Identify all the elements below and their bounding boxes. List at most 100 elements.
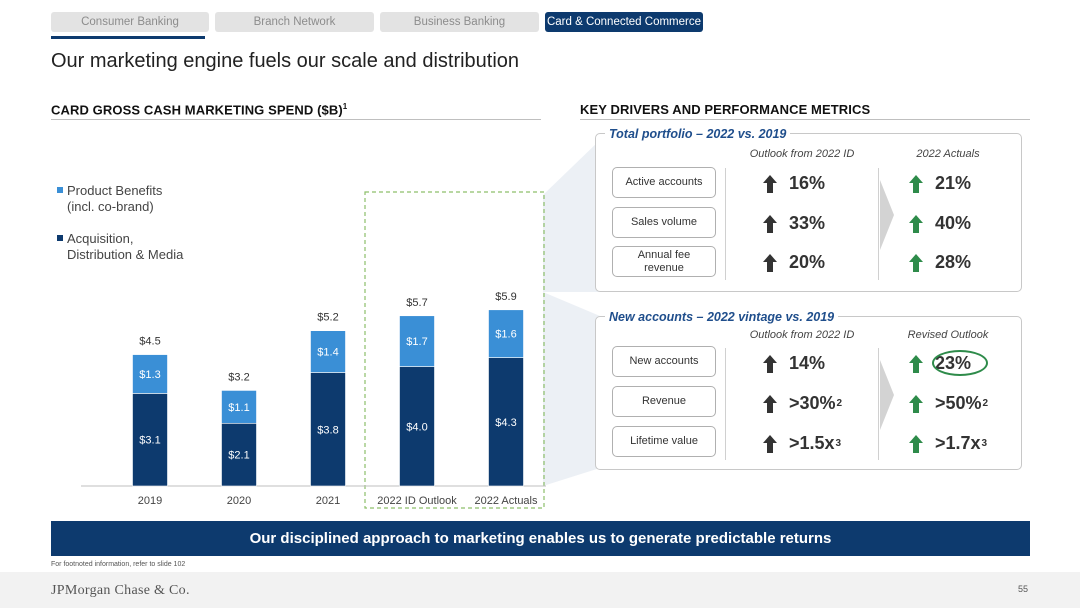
metric-lifetime-value: Lifetime value [612, 426, 716, 457]
data-label: $1.1 [228, 402, 249, 414]
callout-banner: Our disciplined approach to marketing en… [51, 521, 1030, 556]
total-portfolio-title: Total portfolio – 2022 vs. 2019 [605, 127, 791, 141]
x-tick-label: 2020 [227, 495, 251, 507]
actual-value-text: 28% [935, 252, 972, 272]
total-label: $5.7 [406, 297, 427, 309]
total-portfolio-col2-header: 2022 Actuals [916, 148, 980, 160]
actual-value: >1.7x 3 [909, 433, 987, 454]
page-title: Our marketing engine fuels our scale and… [51, 50, 520, 72]
divider [725, 348, 726, 460]
chevron-right-icon [880, 180, 894, 250]
bar-product-benefits-2 [310, 330, 346, 373]
section-tabs: Consumer Banking Branch Network Business… [51, 12, 703, 32]
data-label: $1.4 [317, 347, 338, 359]
actual-value: 40% [909, 213, 972, 234]
bar-product-benefits-3 [399, 315, 435, 367]
metric-sales-volume: Sales volume [612, 207, 716, 238]
arrow-up-icon [763, 394, 777, 413]
highlight-box [364, 191, 545, 509]
chevron-right-icon [880, 360, 894, 430]
arrow-up-icon [763, 253, 777, 272]
divider [878, 348, 879, 460]
chart-section-title-text: CARD GROSS CASH MARKETING SPEND ($B) [51, 102, 343, 118]
outlook-value-text: 14% [789, 353, 826, 373]
actual-value: >50% 2 [909, 393, 988, 414]
footer-bar [0, 572, 1080, 608]
bar-product-benefits-1 [221, 390, 257, 424]
chart-section-title: CARD GROSS CASH MARKETING SPEND ($B)1 [51, 102, 347, 117]
data-label: $1.3 [139, 369, 160, 381]
actual-value: 21% [909, 173, 972, 194]
arrow-up-icon [763, 354, 777, 373]
marketing-spend-chart: $3.1 $1.3 $4.5 2019 $2.1 $1.1 $3.2 2020 $3.8 $1.4… [81, 191, 546, 509]
tab-business-banking[interactable]: Business Banking [380, 12, 539, 32]
bar-acquisition-2 [310, 372, 346, 487]
x-tick-label: 2022 Actuals [475, 495, 538, 507]
company-logo: JPMorgan Chase & Co. [51, 583, 190, 598]
outlook-value-text: 33% [789, 213, 826, 233]
data-label: $4.0 [406, 421, 427, 433]
footnote: For footnoted information, refer to slid… [51, 561, 186, 568]
legend-product-benefits: Product Benefits (incl. co-brand) [57, 183, 162, 215]
bar-product-benefits-0 [132, 354, 168, 394]
actual-value-sup: 2 [982, 398, 989, 409]
metric-annual-fee-revenue: Annual fee revenue [612, 246, 716, 277]
metrics-section-title: KEY DRIVERS AND PERFORMANCE METRICS [580, 102, 871, 117]
legend-acquisition: Acquisition, Distribution & Media [57, 231, 183, 263]
legend-swatch-light-blue [57, 187, 63, 193]
outlook-value: >1.5x 3 [763, 433, 841, 454]
actual-value-text: 21% [935, 173, 972, 193]
metric-new-accounts: New accounts [612, 346, 716, 377]
title-accent-bar [51, 36, 205, 39]
legend-swatch-navy [57, 235, 63, 241]
data-label: $1.6 [495, 329, 516, 341]
metric-active-accounts: Active accounts [612, 167, 716, 198]
outlook-value-text: >1.5x [789, 433, 835, 453]
data-label: $4.3 [495, 417, 516, 429]
arrow-up-icon [763, 174, 777, 193]
total-label: $4.5 [139, 336, 160, 348]
metrics-section-rule [580, 119, 1030, 120]
arrow-up-icon [763, 214, 777, 233]
chart-section-rule [51, 119, 541, 120]
arrow-up-icon [763, 434, 777, 453]
outlook-value-text: >30% [789, 393, 836, 413]
tab-card-connected-commerce[interactable]: Card & Connected Commerce [545, 12, 703, 32]
actual-value-sup: 3 [981, 438, 988, 449]
page-number: 55 [1017, 584, 1028, 594]
outlook-value: 20% [763, 252, 826, 273]
outlook-value: >30% 2 [763, 393, 842, 414]
actual-value-text: >1.7x [935, 433, 981, 453]
actual-value-text: >50% [935, 393, 982, 413]
arrow-up-green-icon [909, 174, 923, 193]
data-label: $3.8 [317, 424, 338, 436]
legend-label-acquisition-2: Distribution & Media [67, 247, 184, 262]
data-label: $2.1 [228, 450, 249, 462]
bar-product-benefits-4 [488, 309, 524, 358]
new-accounts-title: New accounts – 2022 vintage vs. 2019 [605, 310, 839, 324]
x-tick-label: 2021 [316, 495, 340, 507]
total-label: $3.2 [228, 371, 249, 383]
tab-branch-network[interactable]: Branch Network [215, 12, 374, 32]
outlook-value: 14% [763, 353, 826, 374]
metric-revenue: Revenue [612, 386, 716, 417]
divider [878, 168, 879, 280]
highlight-circle [932, 350, 988, 376]
arrow-up-green-icon [909, 394, 923, 413]
footnote-marker: 1 [342, 102, 348, 111]
bar-acquisition-3 [399, 366, 435, 487]
total-label: $5.2 [317, 312, 338, 324]
actual-value-text: 40% [935, 213, 972, 233]
legend-label-acquisition-1: Acquisition, [67, 231, 134, 246]
legend-label-product-benefits-1: Product Benefits [67, 183, 163, 198]
arrow-up-green-icon [909, 214, 923, 233]
tab-consumer-banking[interactable]: Consumer Banking [51, 12, 209, 32]
new-accounts-col1-header: Outlook from 2022 ID [749, 329, 855, 341]
outlook-value: 33% [763, 213, 826, 234]
x-tick-label: 2022 ID Outlook [377, 495, 457, 507]
x-tick-label: 2019 [138, 495, 162, 507]
new-accounts-col2-header: Revised Outlook [907, 329, 989, 341]
total-portfolio-col1-header: Outlook from 2022 ID [749, 148, 855, 160]
actual-value: 28% [909, 252, 972, 273]
outlook-value-sup: 2 [836, 398, 843, 409]
